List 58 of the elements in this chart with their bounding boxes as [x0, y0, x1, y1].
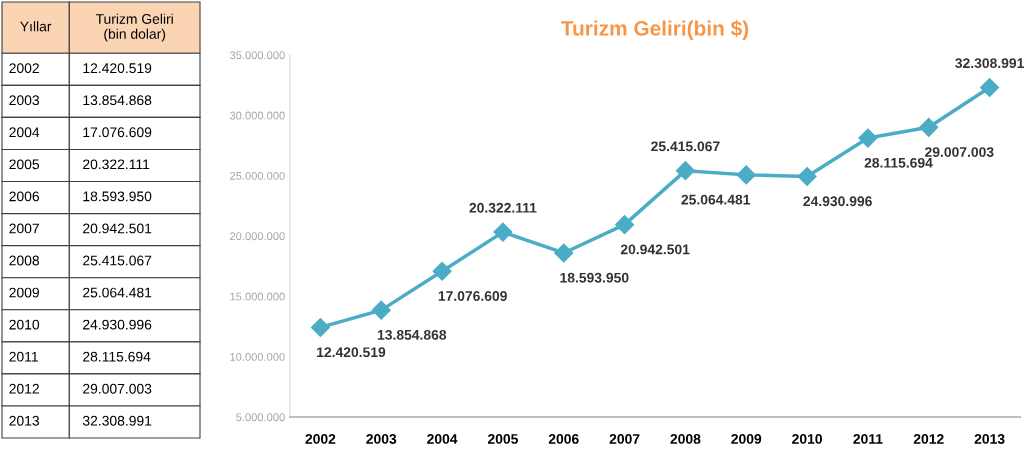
y-tick-label: 35.000.000	[229, 51, 285, 60]
x-tick-label: 2005	[487, 434, 518, 444]
category-label: 2005	[9, 159, 40, 170]
text: 18.593.950	[83, 191, 152, 202]
x-tick-label: 2003	[366, 434, 397, 444]
category-label: 2013	[9, 415, 40, 426]
x-tick-label: 2008	[670, 434, 701, 444]
text: 17.076.609	[438, 291, 507, 301]
y-tick-label: 5.000.000	[236, 413, 285, 422]
text: 25.064.481	[83, 287, 152, 298]
text: 20.322.111	[469, 202, 537, 213]
text: 28.115.694	[864, 157, 933, 168]
category-label: 2008	[9, 255, 40, 266]
category-label: 2003	[9, 95, 40, 106]
text: 13.854.868	[377, 329, 447, 340]
x-tick-label: 2004	[427, 434, 458, 444]
x-tick-label: 2012	[913, 434, 944, 444]
x-tick-label: 2011	[853, 434, 883, 444]
text: 32.308.991	[82, 415, 152, 426]
text: 17.076.609	[83, 127, 152, 138]
y-tick-label: 30.000.000	[229, 111, 285, 120]
text: 28.115.694	[83, 351, 151, 362]
text: 20.942.501	[620, 244, 690, 255]
x-tick-label: 2010	[792, 434, 822, 444]
x-tick-label: 2007	[609, 434, 640, 444]
text: 20.322.111	[83, 159, 150, 170]
text: 20.942.501	[83, 223, 152, 234]
category-label: 2011	[9, 351, 38, 362]
text: 24.930.996	[803, 196, 872, 207]
x-tick-label: 2009	[731, 434, 762, 444]
text: 12.420.519	[317, 347, 386, 358]
text: 29.007.003	[83, 383, 152, 394]
text: Yıllar	[20, 21, 52, 32]
category-label: 2010	[9, 319, 40, 330]
x-tick-label: 2006	[548, 434, 579, 444]
y-tick-label: 25.000.000	[230, 171, 285, 180]
category-label: 2004	[9, 127, 40, 138]
category-label: 2007	[9, 223, 39, 234]
chart-title: Turizm Geliri(bin $)	[561, 20, 749, 40]
text: 32.308.991	[955, 58, 1024, 69]
y-tick-label: 20.000.000	[230, 232, 285, 241]
y-tick-label: 10.000.000	[230, 352, 285, 361]
text: 18.593.950	[560, 272, 629, 283]
text: 25.415.067	[651, 141, 720, 152]
category-label: 2009	[9, 287, 39, 298]
x-tick-label: 2002	[305, 434, 336, 444]
category-label: 2002	[9, 63, 39, 74]
text: 25.415.067	[83, 255, 152, 266]
category-label: 2012	[9, 383, 39, 394]
text: 24.930.996	[83, 319, 152, 330]
y-tick-label: 15.000.000	[230, 292, 285, 301]
text: 29.007.003	[925, 147, 994, 157]
text: 13.854.868	[83, 95, 152, 106]
text: Turizm Geliri (bin dolar)	[95, 13, 173, 42]
text: 25.064.481	[681, 194, 751, 205]
x-tick-label: 2013	[974, 434, 1005, 444]
category-label: 2006	[9, 191, 40, 202]
text: 12.420.519	[83, 63, 152, 74]
